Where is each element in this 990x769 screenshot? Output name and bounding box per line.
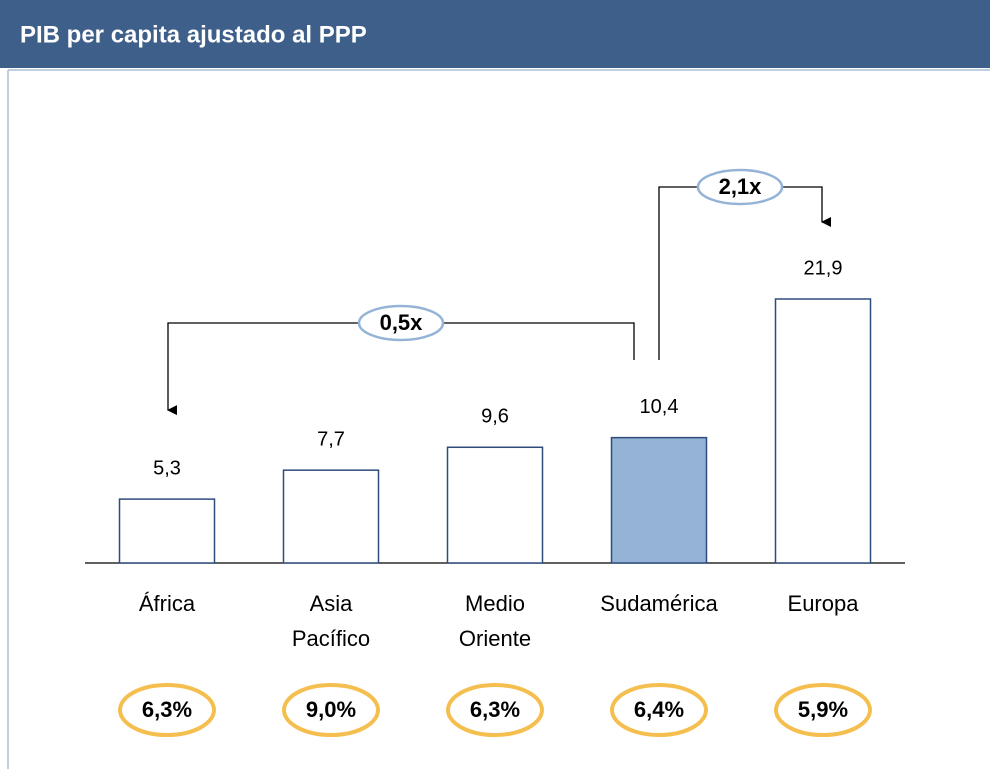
comparison-label: 2,1x — [719, 174, 763, 199]
x-tick-label: Asia Pacífico — [292, 591, 370, 651]
comparison-ellipse — [696, 168, 784, 206]
value-label: 10,4 — [640, 396, 679, 418]
growth-ellipse — [774, 683, 872, 737]
value-label: 21,9 — [804, 257, 843, 279]
x-tick-label: Sudamérica — [600, 591, 718, 616]
bar — [774, 298, 872, 564]
x-tick-label: Medio Oriente — [459, 591, 531, 651]
value-label: 7,7 — [317, 428, 345, 450]
growth-label: 6,3% — [470, 697, 520, 722]
comparison-ellipse — [357, 304, 445, 342]
x-tick-label: Europa — [788, 591, 860, 616]
growth-ellipse — [446, 683, 544, 737]
bar — [118, 498, 216, 564]
growth-ellipse — [610, 683, 708, 737]
bar — [282, 469, 380, 564]
growth-label: 5,9% — [798, 697, 848, 722]
bar — [446, 446, 544, 564]
growth-label: 6,4% — [634, 697, 684, 722]
header-bar — [0, 0, 990, 68]
bar — [610, 436, 708, 564]
growth-ellipse — [282, 683, 380, 737]
growth-label: 6,3% — [142, 697, 192, 722]
growth-ellipse — [118, 683, 216, 737]
value-label: 5,3 — [153, 457, 181, 479]
comparison-label: 0,5x — [380, 310, 424, 335]
x-tick-label: África — [139, 591, 196, 616]
value-label: 9,6 — [481, 406, 509, 428]
growth-label: 9,0% — [306, 697, 356, 722]
chart-title: PIB per capita ajustado al PPP — [20, 21, 367, 48]
